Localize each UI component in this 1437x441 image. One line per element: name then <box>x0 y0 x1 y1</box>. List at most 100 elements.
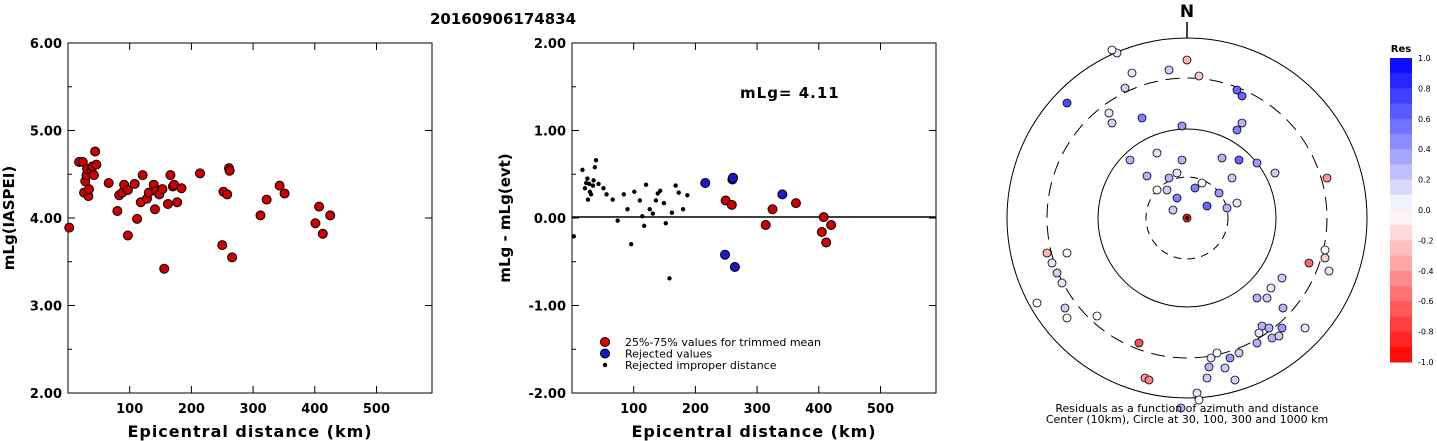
data-point <box>157 184 168 195</box>
polar-point <box>1172 193 1182 203</box>
data-point <box>728 172 739 183</box>
data-point <box>88 170 99 181</box>
colorbar-cell <box>1390 255 1412 272</box>
data-point <box>615 218 620 223</box>
y-tick-label: 3.00 <box>30 300 62 315</box>
colorbar-label: -0.4 <box>1418 267 1434 276</box>
ring-100km <box>1097 128 1277 308</box>
data-point <box>767 204 778 215</box>
colorbar: Res 1.0 0.8 0.6 0.4 0.2 0.0 -0.2 -0.4 -0.6 -0.8 -1… <box>1390 44 1434 367</box>
data-point <box>760 220 771 230</box>
colorbar-label: -0.6 <box>1418 297 1434 306</box>
polar-point <box>1190 183 1200 193</box>
polar-point <box>1162 185 1172 195</box>
data-point <box>122 185 133 195</box>
data-point <box>637 198 643 203</box>
x-tick-label: 400 <box>301 402 328 417</box>
polar-point <box>1202 201 1212 211</box>
polar-point <box>1197 178 1207 188</box>
data-point <box>596 181 601 187</box>
legend-label: 25%-75% values for trimmed mean <box>625 336 821 349</box>
x-tick-label: 300 <box>744 402 771 417</box>
data-point <box>176 183 187 194</box>
data-point <box>604 192 609 197</box>
x-axis-label-middle: Epicentral distance (km) <box>631 422 876 441</box>
polar-point <box>1252 158 1262 168</box>
data-point <box>685 193 690 198</box>
north-label: N <box>1180 2 1194 22</box>
data-point <box>132 213 143 224</box>
data-point <box>103 178 114 188</box>
polar-point <box>1232 198 1242 208</box>
x-tick-label: 200 <box>178 402 205 417</box>
data-point <box>673 183 678 188</box>
polar-point <box>1185 216 1189 220</box>
polar-point <box>1225 353 1235 363</box>
data-point <box>64 222 75 233</box>
data-point <box>149 204 160 215</box>
data-point <box>590 183 596 188</box>
colorbar-cell <box>1390 164 1412 181</box>
polar-point <box>1177 121 1187 131</box>
polar-point <box>1134 338 1144 348</box>
data-point <box>676 190 681 195</box>
colorbar-cell <box>1390 149 1412 165</box>
data-point <box>222 189 233 200</box>
y-ticks-left: 6.00 5.00 4.00 3.00 2.00 <box>30 37 432 402</box>
polar-point <box>1168 205 1178 215</box>
polar-point <box>1252 293 1262 303</box>
y-tick-label: 0.00 <box>534 212 566 227</box>
polar-point <box>1164 65 1174 75</box>
data-point <box>816 227 827 237</box>
colorbar-label: -1.0 <box>1418 358 1434 367</box>
data-point <box>227 252 238 263</box>
colorbar-cell <box>1390 58 1412 74</box>
panel-magnitude: 6.00 5.00 4.00 3.00 2.00 100 200 300 400 500 mLg… <box>0 37 433 441</box>
colorbar-label: -0.8 <box>1418 328 1434 337</box>
data-point <box>625 207 630 212</box>
x-tick-label: 300 <box>240 402 267 417</box>
colorbar-label: 0.6 <box>1418 115 1431 124</box>
data-point <box>137 170 148 181</box>
colorbar-cell <box>1390 88 1412 105</box>
polar-point <box>1204 362 1214 372</box>
data-point <box>261 194 272 205</box>
polar-point <box>1237 118 1247 128</box>
polar-point <box>1322 173 1332 183</box>
polar-point <box>1164 173 1174 183</box>
colorbar-cell <box>1390 240 1412 257</box>
y-axis-label-middle: mLg - mLg(evt) <box>496 153 514 282</box>
data-point <box>826 220 837 230</box>
data-point <box>585 197 591 202</box>
polar-point <box>1320 253 1330 263</box>
polar-point <box>1266 283 1276 293</box>
data-point <box>647 207 652 212</box>
colorbar-label: 0.4 <box>1418 145 1431 154</box>
data-point <box>663 221 668 226</box>
colorbar-title: Res <box>1391 44 1411 55</box>
y-axis-label-left: mLg(IASPEI) <box>0 166 18 270</box>
legend-marker <box>600 348 610 359</box>
polar-point <box>1176 403 1186 413</box>
polar-point <box>1142 171 1152 181</box>
data-point <box>172 197 183 208</box>
polar-point <box>1062 248 1072 258</box>
polar-point <box>1262 293 1272 303</box>
data-point <box>585 176 590 181</box>
data-point <box>588 192 594 197</box>
data-point <box>159 263 170 274</box>
polar-point <box>1177 155 1187 165</box>
data-point <box>90 146 101 157</box>
x-ticks-middle: 100 200 300 400 500 <box>620 43 894 417</box>
polar-point <box>1217 153 1227 163</box>
polar-point <box>1252 338 1262 348</box>
data-point <box>821 237 832 248</box>
data-point <box>162 199 173 209</box>
data-point <box>195 168 206 179</box>
polar-caption-1: Residuals as a function of azimuth and d… <box>1055 402 1318 415</box>
legend-marker <box>600 337 610 347</box>
data-point <box>720 249 731 260</box>
polar-point <box>1277 273 1287 283</box>
y-tick-label: 5.00 <box>30 125 62 140</box>
data-point <box>818 212 829 223</box>
